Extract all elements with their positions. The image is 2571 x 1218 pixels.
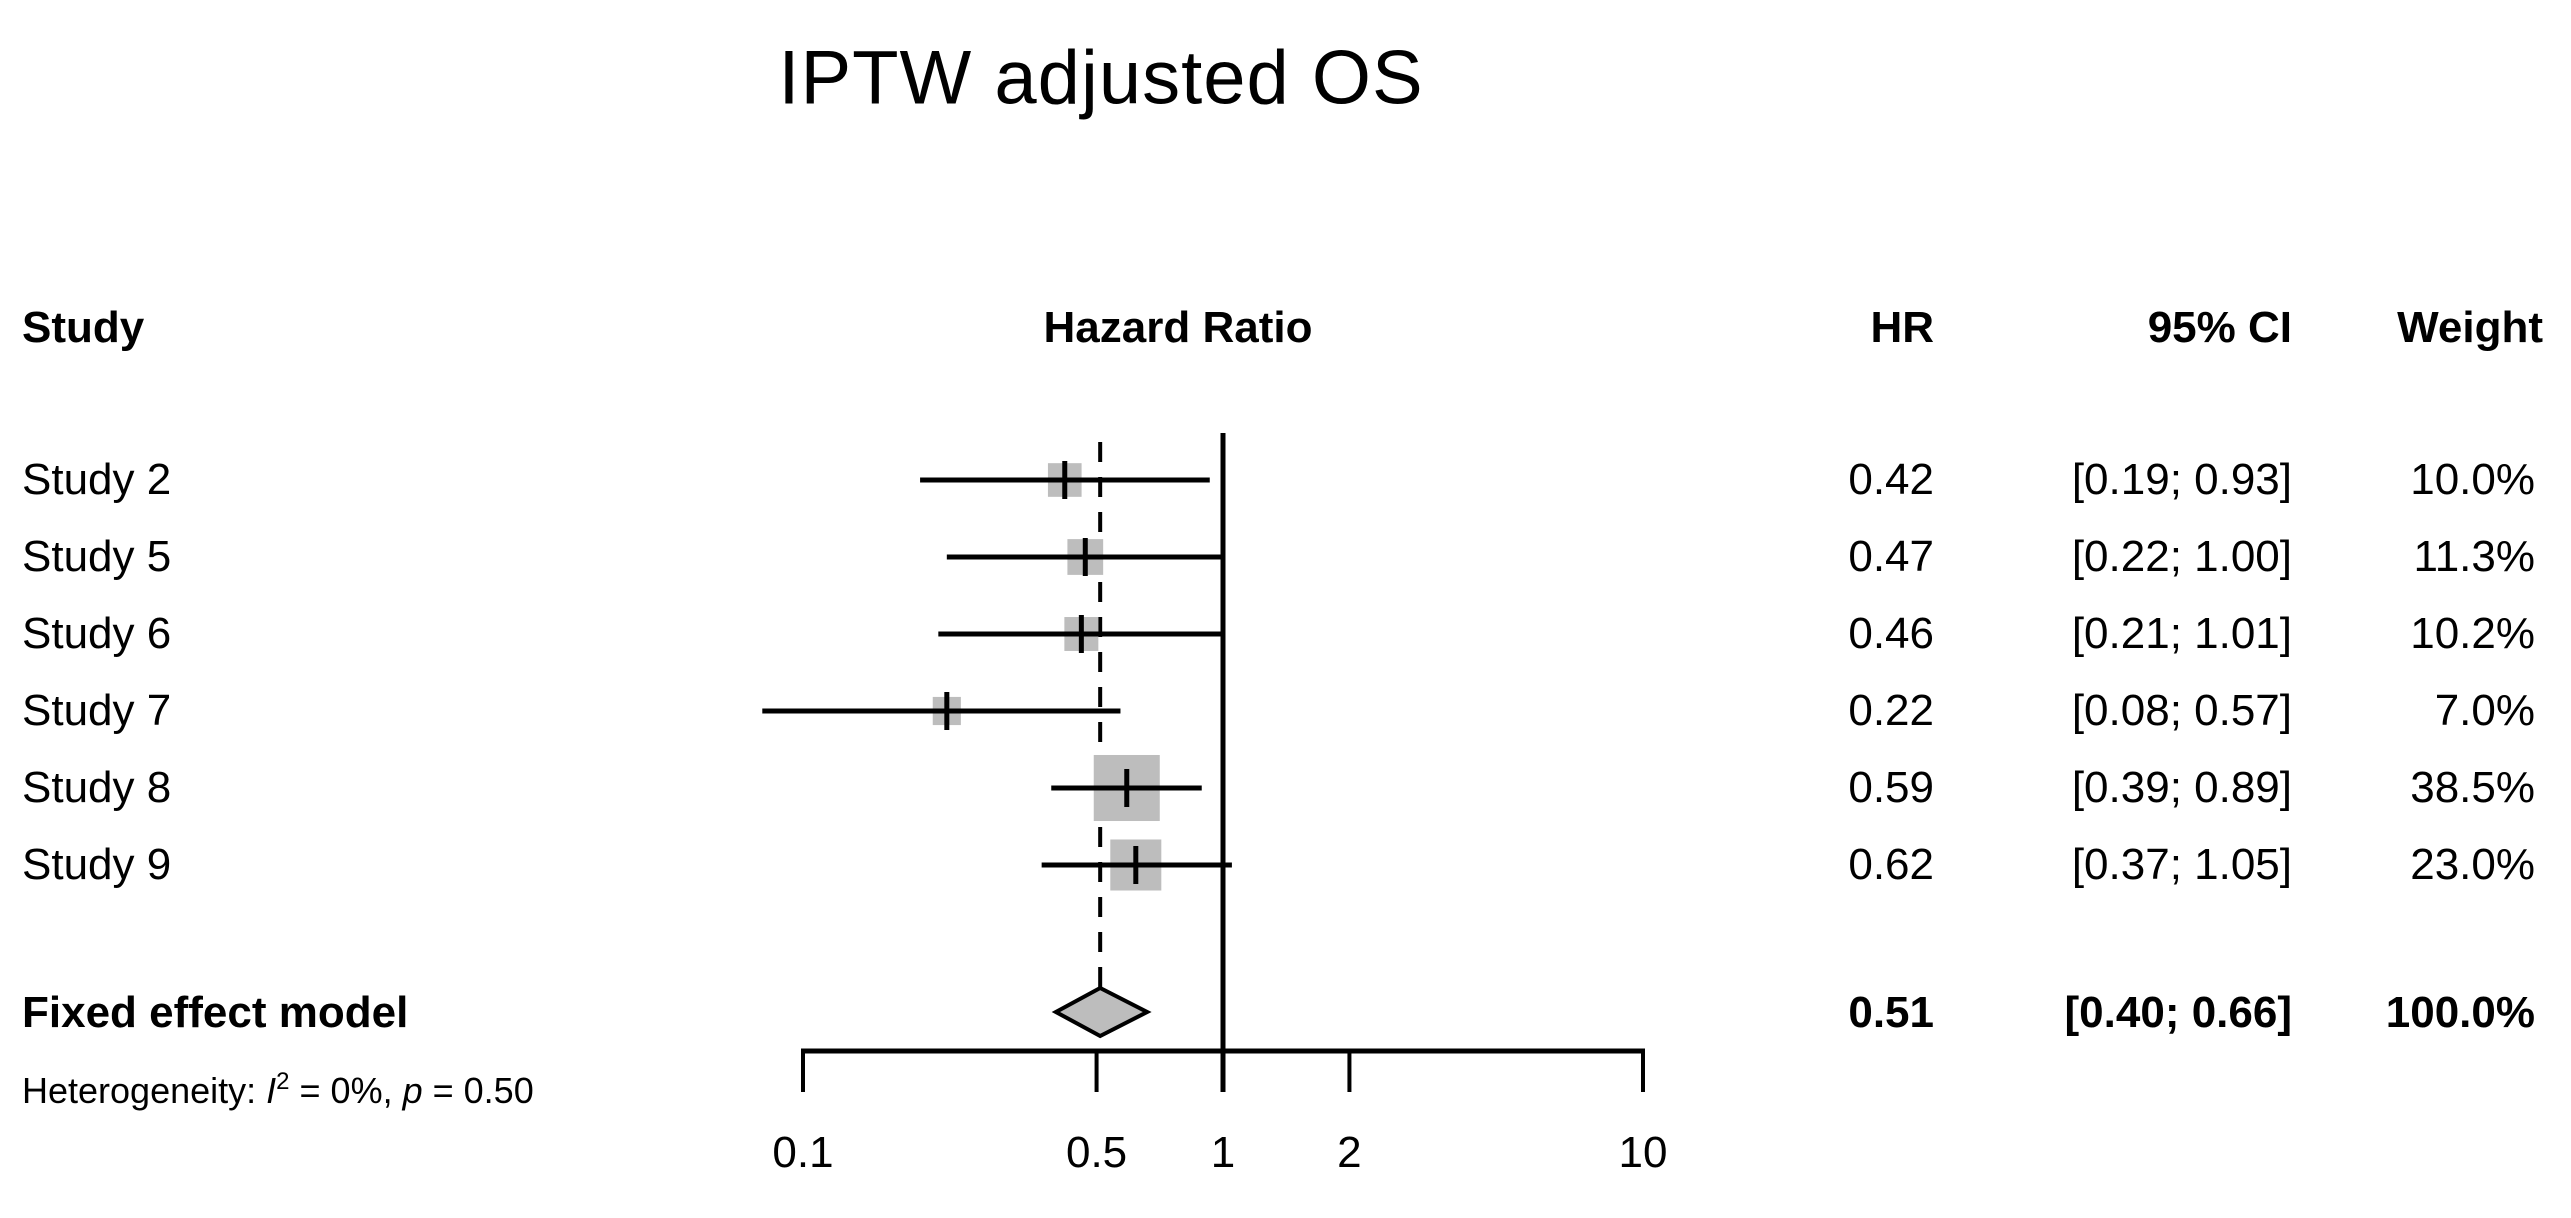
x-axis-tick-label: 2 — [1337, 1128, 1362, 1177]
summary-weight-value: 100.0% — [2385, 988, 2535, 1037]
column-header-ci: 95% CI — [2147, 303, 2292, 352]
study-weight-value: 7.0% — [2434, 686, 2535, 735]
study-weight-value: 10.0% — [2410, 455, 2535, 504]
study-hr-value: 0.22 — [1848, 686, 1934, 735]
x-axis-tick-label: 0.1 — [772, 1128, 834, 1177]
x-axis-tick-label: 1 — [1210, 1128, 1236, 1177]
heterogeneity-i-symbol: I — [266, 1070, 277, 1111]
summary-hr-value: 0.51 — [1848, 988, 1934, 1037]
study-label: Study 8 — [22, 763, 172, 812]
study-ci-value: [0.21; 1.01] — [2071, 609, 2292, 658]
study-hr-value: 0.42 — [1848, 455, 1934, 504]
heterogeneity-tail: = 0.50 — [422, 1070, 534, 1111]
study-label: Study 7 — [22, 686, 172, 735]
column-header-study: Study — [22, 303, 145, 352]
summary-diamond — [1051, 985, 1152, 1039]
heterogeneity-p-symbol: p — [402, 1070, 423, 1111]
study-label: Study 2 — [22, 455, 172, 504]
study-hr-value: 0.46 — [1848, 609, 1934, 658]
study-ci-value: [0.08; 0.57] — [2071, 686, 2292, 735]
study-weight-value: 23.0% — [2410, 840, 2535, 889]
heterogeneity-prefix: Heterogeneity: — [22, 1070, 267, 1111]
study-ci-value: [0.22; 1.00] — [2071, 532, 2292, 581]
study-label: Study 9 — [22, 840, 172, 889]
x-axis-tick-label: 10 — [1618, 1128, 1668, 1177]
summary-ci-value: [0.40; 0.66] — [2064, 988, 2292, 1037]
study-ci-value: [0.19; 0.93] — [2071, 455, 2292, 504]
summary-label: Fixed effect model — [22, 988, 409, 1037]
study-hr-value: 0.47 — [1848, 532, 1934, 581]
column-header-hazard-ratio: Hazard Ratio — [1043, 303, 1313, 352]
chart-title: IPTW adjusted OS — [778, 35, 1424, 121]
study-ci-value: [0.39; 0.89] — [2071, 763, 2292, 812]
column-header-hr: HR — [1870, 303, 1934, 352]
heterogeneity-note: Heterogeneity: I2 = 0%, p = 0.50 — [22, 1068, 534, 1112]
x-axis-tick-label: 0.5 — [1065, 1128, 1128, 1177]
study-ci-value: [0.37; 1.05] — [2071, 840, 2292, 889]
heterogeneity-i-sup: 2 — [276, 1068, 290, 1095]
column-header-weight: Weight — [2397, 303, 2543, 352]
study-hr-value: 0.59 — [1848, 763, 1934, 812]
study-label: Study 5 — [22, 532, 172, 581]
heterogeneity-mid: = 0%, — [289, 1070, 403, 1111]
study-hr-value: 0.62 — [1848, 840, 1934, 889]
study-weight-value: 10.2% — [2410, 609, 2535, 658]
study-label: Study 6 — [22, 609, 172, 658]
study-weight-value: 38.5% — [2410, 763, 2535, 812]
study-weight-value: 11.3% — [2413, 532, 2536, 581]
